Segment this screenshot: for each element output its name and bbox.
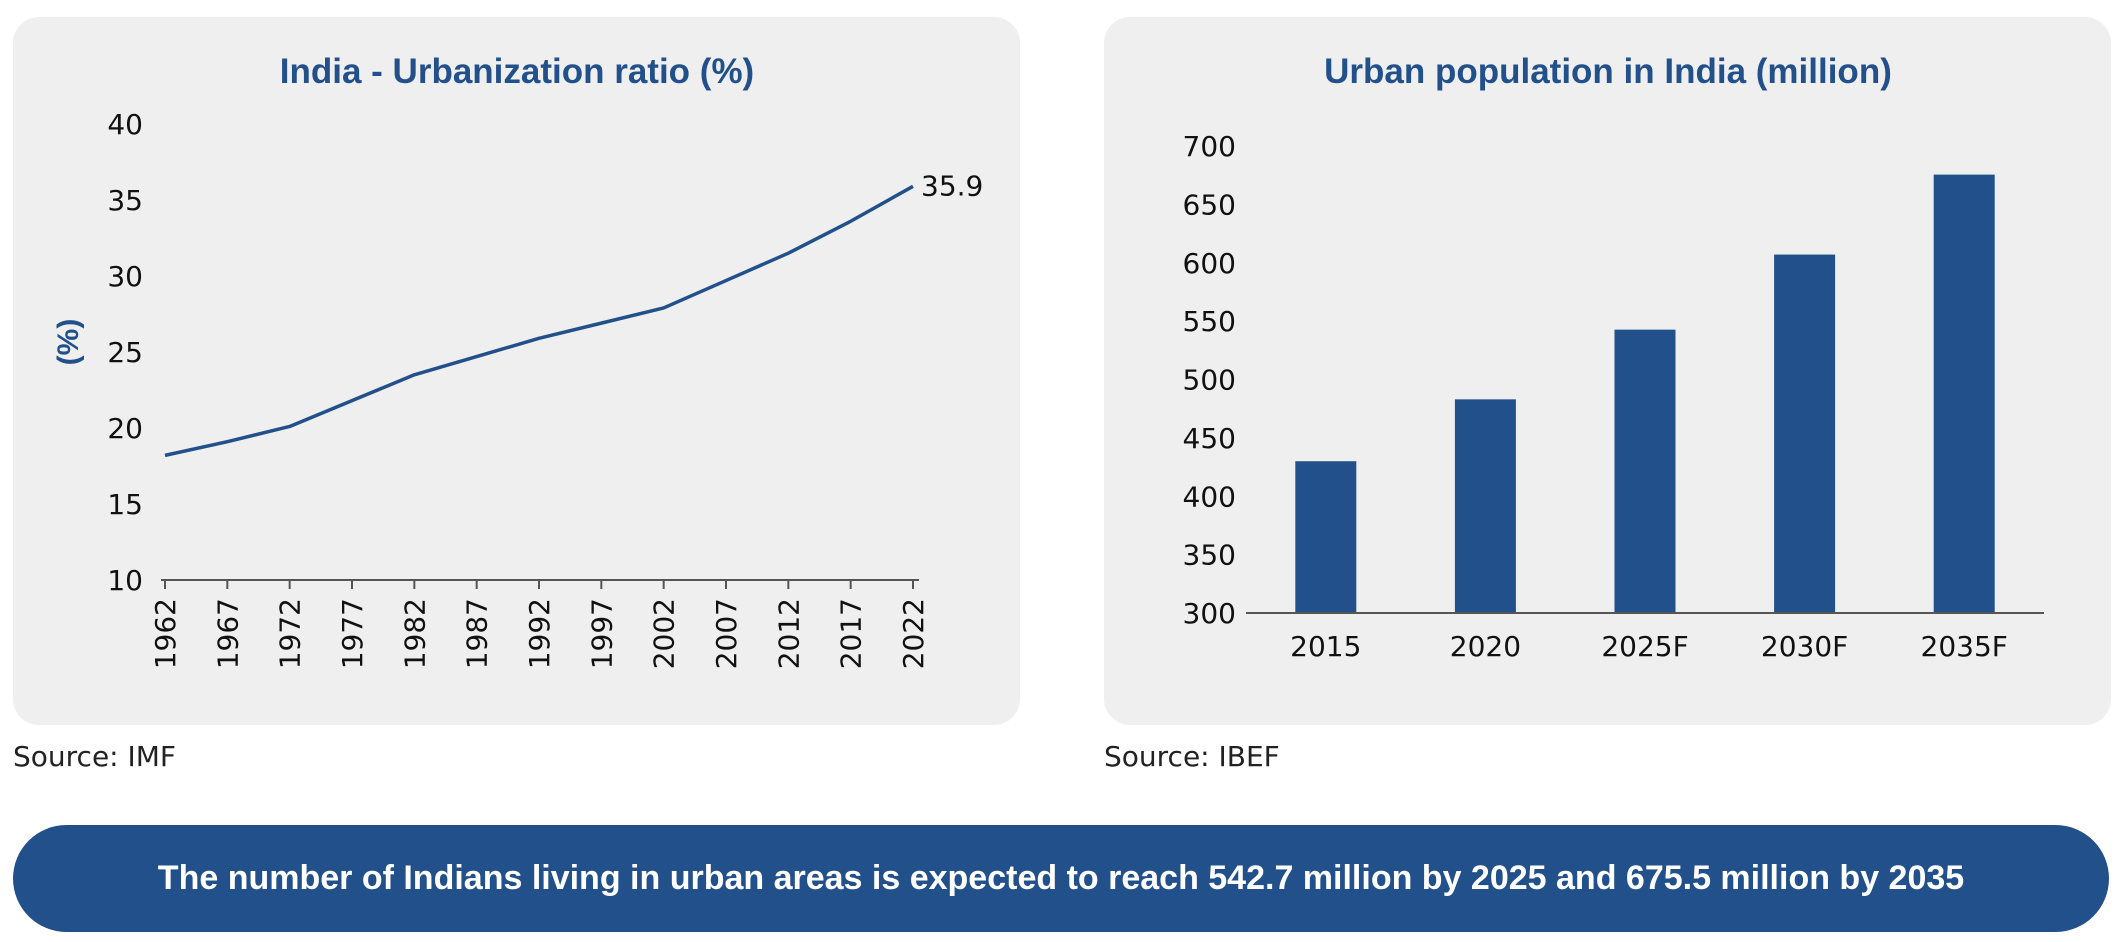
x-tick-label: 1962 [149,598,182,669]
x-tick-label: 1992 [523,598,556,669]
x-tick-label: 1967 [211,598,244,669]
urbanization-line-chart: India - Urbanization ratio (%) (%) 10 15 2… [52,52,983,669]
end-value-label: 35.9 [921,169,983,202]
summary-banner: The number of Indians living in urban ar… [13,825,2109,932]
y-axis-label: (%) [52,319,85,366]
bar-2015 [1295,461,1357,613]
y-tick-label: 450 [1183,422,1236,455]
x-tick-label: 2035F [1921,630,2008,663]
bar-2020 [1454,399,1516,613]
y-tick-label: 400 [1183,480,1236,513]
x-tick-label: 2020 [1450,630,1521,663]
bar-2030F [1774,254,1836,613]
x-tick-label: 1987 [461,598,494,669]
bar-2025F [1614,329,1676,613]
y-tick-label: 15 [107,488,143,521]
chart-title: India - Urbanization ratio (%) [280,52,754,91]
y-tick-label: 30 [107,260,143,293]
x-tick-label: 2007 [710,598,743,669]
y-tick-label: 20 [107,412,143,445]
x-tick-label: 2022 [897,598,930,669]
x-tick-label: 1997 [585,598,618,669]
y-tick-label: 600 [1183,247,1236,280]
urban-population-chart-panel: Urban population in India (million) 300 3… [1104,17,2111,725]
bar-2035F [1933,174,1995,613]
source-note-imf: Source: IMF [13,740,177,773]
urban-population-bar-chart: Urban population in India (million) 300 3… [1183,52,2044,663]
x-tick-label: 1972 [274,598,307,669]
x-tick-label: 1977 [336,598,369,669]
y-tick-label: 10 [107,564,143,597]
x-tick-label: 2015 [1290,630,1361,663]
x-tick-label: 2030F [1761,630,1848,663]
y-tick-label: 35 [107,184,143,217]
y-tick-label: 40 [107,108,143,141]
urbanization-chart-panel: India - Urbanization ratio (%) (%) 10 15 2… [13,17,1020,725]
x-tick-label: 2017 [835,598,868,669]
y-tick-label: 300 [1183,597,1236,630]
y-tick-label: 350 [1183,539,1236,572]
x-tick-label: 2025F [1601,630,1688,663]
x-tick-label: 1982 [398,598,431,669]
y-tick-label: 25 [107,336,143,369]
y-tick-label: 500 [1183,364,1236,397]
y-tick-label: 550 [1183,305,1236,338]
urbanization-ratio-line [164,184,914,458]
summary-banner-text: The number of Indians living in urban ar… [157,859,1965,897]
y-tick-label: 650 [1183,188,1236,221]
chart-title: Urban population in India (million) [1324,52,1892,91]
x-tick-label: 2002 [648,598,681,669]
source-note-ibef: Source: IBEF [1104,740,1280,773]
y-tick-label: 700 [1183,130,1236,163]
x-tick-label: 2012 [772,598,805,669]
